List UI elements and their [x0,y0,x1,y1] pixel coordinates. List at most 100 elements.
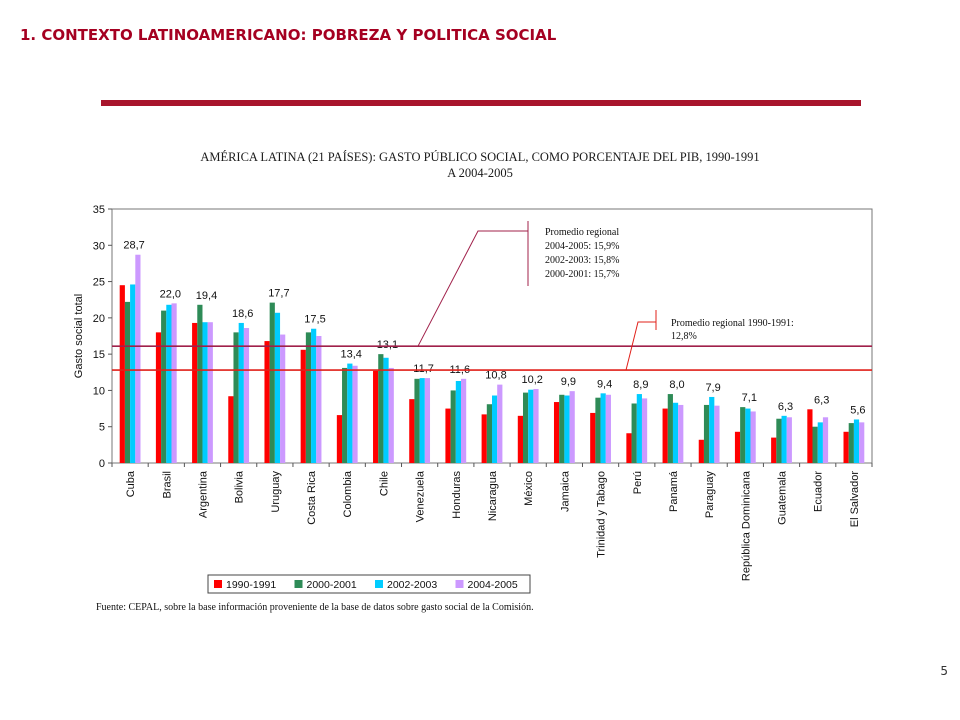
bar [202,322,208,463]
bar [161,310,167,463]
bar [807,409,813,463]
bar [859,422,865,463]
data-label: 22,0 [160,288,181,300]
bar [843,431,849,463]
y-tick-label: 5 [99,422,105,434]
annotation-leader [417,230,528,347]
bar [207,322,213,463]
x-tick-label: República Dominicana [740,470,752,581]
annotation-text: 2000-2001: 15,7% [545,269,619,280]
bar [817,422,823,463]
data-label: 13,1 [377,339,398,351]
bar [347,363,353,463]
bar [492,395,498,463]
bar [522,392,529,463]
bar [192,322,198,463]
bar [300,349,306,463]
bar [771,437,777,463]
bar [450,390,456,463]
slide-number: 5 [940,664,948,678]
bar [233,332,239,463]
bar [678,404,684,463]
bar [197,304,203,463]
legend-swatch [214,580,222,588]
bar [564,395,570,463]
x-tick-label: México [523,471,535,506]
bar [709,396,715,463]
source-note: Fuente: CEPAL, sobre la base información… [96,602,534,613]
y-tick-label: 10 [93,385,105,397]
bar [305,332,312,463]
title-rule [101,100,861,106]
bar [636,394,642,463]
bar [662,408,668,463]
bar [124,301,131,463]
bar [455,380,462,463]
bar [528,389,534,463]
data-label: 7,1 [742,392,757,404]
data-label: 9,9 [561,376,576,388]
bar [703,404,710,463]
y-tick-label: 25 [93,277,105,289]
x-tick-label: Venezuela [415,470,427,522]
annotation-text: Promedio regional 1990-1991: [671,318,794,329]
y-tick-label: 20 [93,313,105,325]
bar [155,332,162,463]
x-tick-label: Honduras [451,471,463,519]
bar [378,354,384,463]
bar [605,394,611,463]
bar [316,336,322,463]
annotation-text: 2004-2005: 15,9% [545,241,619,252]
bar [569,391,575,463]
bar [119,285,125,463]
bar [641,398,648,463]
x-tick-label: Nicaragua [487,470,499,521]
legend-swatch [455,580,464,588]
data-label: 6,3 [814,394,829,406]
legend-label: 1990-1991 [226,579,276,591]
data-label: 28,7 [123,240,144,252]
x-tick-label: Colombia [342,470,354,517]
bar [238,322,244,463]
x-tick-label: Guatemala [777,470,789,525]
bar [848,423,854,463]
legend-label: 2002-2003 [387,579,437,591]
bar [776,418,782,463]
bar [383,357,389,463]
bar [497,384,503,463]
y-axis-label: Gasto social total [73,294,85,378]
legend-box [207,574,531,594]
bar [461,378,467,463]
x-tick-label: Trinidad y Tabago [596,471,608,558]
bar [409,399,415,463]
bar [342,367,348,463]
bar [590,412,596,463]
data-label: 8,0 [669,379,684,391]
x-tick-label: Bolivia [234,470,246,503]
bar [419,378,425,463]
x-tick-label: Paraguay [704,471,716,519]
x-tick-label: Costa Rica [306,470,318,525]
bar [734,431,741,463]
legend-swatch [375,580,383,588]
data-label: 9,4 [597,378,612,390]
bar [553,402,560,463]
data-label: 10,2 [521,374,542,386]
bar [135,254,141,463]
bar [414,378,420,463]
bar [714,405,720,463]
x-tick-label: Perú [632,471,644,494]
bar [559,394,565,463]
x-tick-label: Jamaica [559,470,571,512]
x-tick-label: Panamá [668,470,680,512]
x-tick-label: Uruguay [270,471,282,513]
legend-swatch [294,580,303,588]
bar [667,394,673,463]
bar [424,378,431,463]
bar [243,328,250,463]
bar [274,312,281,463]
data-label: 17,7 [268,288,289,300]
data-label: 5,6 [850,405,865,417]
x-tick-label: El Salvador [849,471,861,528]
y-tick-label: 15 [93,349,105,361]
